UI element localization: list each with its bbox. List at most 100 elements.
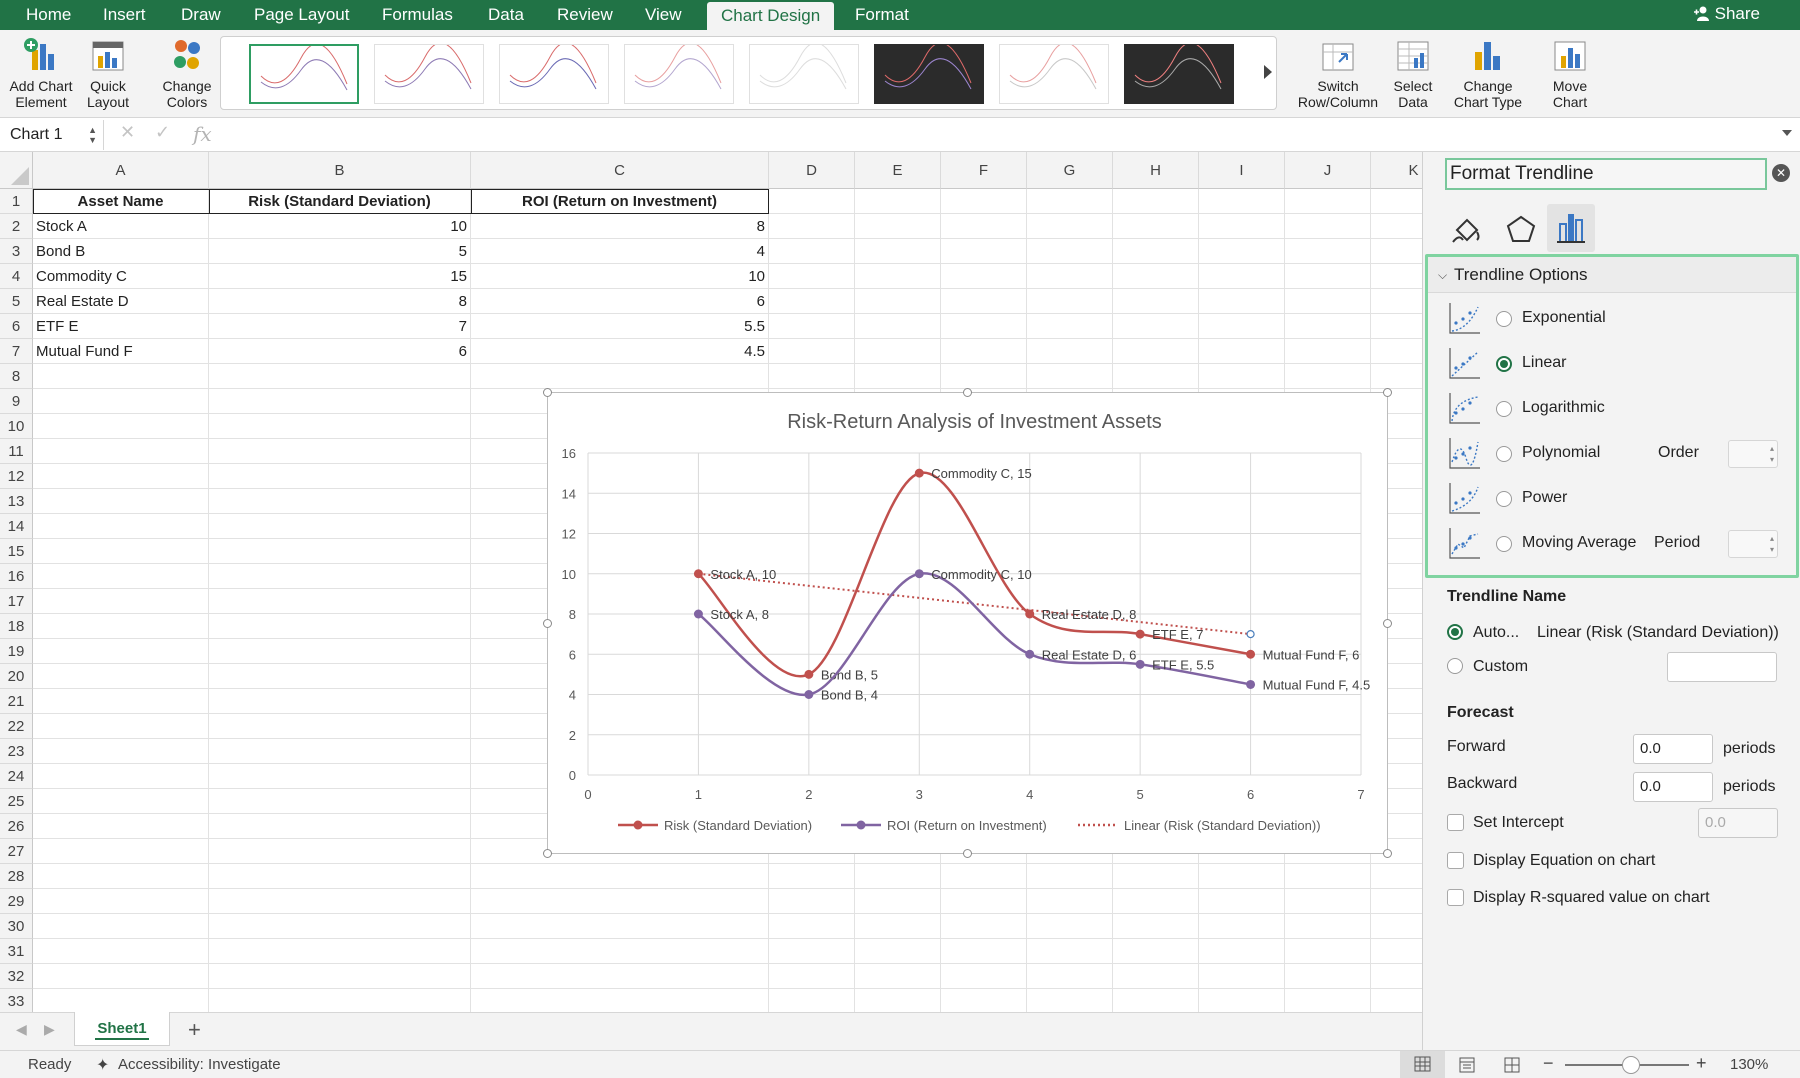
row-header[interactable]: 9 <box>0 389 33 414</box>
row-header[interactable]: 19 <box>0 639 33 664</box>
zoom-slider-thumb[interactable] <box>1622 1056 1640 1074</box>
zoom-level[interactable]: 130% <box>1730 1056 1769 1073</box>
data-label[interactable]: Mutual Fund F, 6 <box>1263 647 1360 662</box>
table-cell[interactable]: 8 <box>756 218 765 235</box>
auto-name-radio[interactable] <box>1447 624 1463 640</box>
data-point[interactable] <box>1246 649 1256 659</box>
row-header[interactable]: 14 <box>0 514 33 539</box>
row-header[interactable]: 2 <box>0 214 33 239</box>
row-header[interactable]: 8 <box>0 364 33 389</box>
data-label[interactable]: ETF E, 7 <box>1152 627 1203 642</box>
row-header[interactable]: 17 <box>0 589 33 614</box>
trendline-option[interactable]: Exponential <box>1428 299 1796 339</box>
forward-input[interactable]: 0.0 <box>1633 734 1713 764</box>
row-header[interactable]: 24 <box>0 764 33 789</box>
order-spinner[interactable] <box>1728 440 1778 468</box>
trendline[interactable] <box>698 572 1251 636</box>
resize-handle[interactable] <box>1383 849 1392 858</box>
trendline-options-tab[interactable] <box>1547 204 1595 252</box>
data-point[interactable] <box>804 690 814 699</box>
gallery-next-icon[interactable] <box>1264 65 1272 79</box>
tab-view[interactable]: View <box>645 5 682 24</box>
custom-name-radio[interactable] <box>1447 658 1463 674</box>
column-header[interactable]: B <box>209 152 471 189</box>
row-header[interactable]: 13 <box>0 489 33 514</box>
data-label[interactable]: Stock A, 10 <box>710 567 776 582</box>
tab-page-layout[interactable]: Page Layout <box>254 5 350 24</box>
row-header[interactable]: 4 <box>0 264 33 289</box>
table-cell[interactable]: 10 <box>450 218 467 235</box>
zoom-in-icon[interactable]: + <box>1696 1053 1707 1073</box>
tab-format[interactable]: Format <box>855 5 909 24</box>
table-cell[interactable]: 6 <box>756 293 765 310</box>
table-cell[interactable]: Real Estate D <box>36 293 129 310</box>
row-header[interactable]: 27 <box>0 839 33 864</box>
row-header[interactable]: 25 <box>0 789 33 814</box>
column-header[interactable]: D <box>769 152 855 189</box>
column-header[interactable]: I <box>1199 152 1285 189</box>
column-header[interactable]: G <box>1027 152 1113 189</box>
row-header[interactable]: 6 <box>0 314 33 339</box>
column-header[interactable]: K <box>1371 152 1422 189</box>
trendline-option[interactable]: Linear <box>1428 344 1796 384</box>
row-header[interactable]: 31 <box>0 939 33 964</box>
name-box-spinner-icon[interactable]: ▲ ▼ <box>88 125 97 145</box>
row-header[interactable]: 30 <box>0 914 33 939</box>
legend-entry[interactable]: Risk (Standard Deviation) <box>618 818 812 833</box>
data-label[interactable]: Real Estate D, 6 <box>1042 647 1137 662</box>
fill-line-icon[interactable] <box>1447 210 1487 248</box>
period-spinner[interactable] <box>1728 530 1778 558</box>
table-cell[interactable]: 5.5 <box>744 318 765 335</box>
legend-entry[interactable]: ROI (Return on Investment) <box>841 818 1047 833</box>
data-label[interactable]: Bond B, 5 <box>821 667 878 682</box>
row-header[interactable]: 21 <box>0 689 33 714</box>
chart-style-thumb[interactable] <box>374 42 484 104</box>
trendline-option[interactable]: Polynomial Order <box>1428 434 1796 474</box>
data-label[interactable]: Bond B, 4 <box>821 688 878 703</box>
data-label[interactable]: Real Estate D, 8 <box>1042 607 1137 622</box>
table-cell[interactable]: 5 <box>458 243 467 260</box>
data-label[interactable]: Commodity C, 10 <box>931 567 1031 582</box>
table-cell[interactable]: 7 <box>458 318 467 335</box>
data-point[interactable] <box>1135 629 1145 639</box>
table-header-cell[interactable]: Asset Name <box>77 193 164 210</box>
chart-style-thumb[interactable] <box>624 42 734 104</box>
next-sheet-icon[interactable]: ▶ <box>44 1021 55 1037</box>
chart-style-thumb[interactable] <box>874 42 984 104</box>
share-button[interactable]: Share <box>1693 0 1760 30</box>
switch-row-column-button[interactable]: Switch Row/Column <box>1296 36 1380 110</box>
chart-style-thumb[interactable] <box>1124 42 1234 104</box>
row-header[interactable]: 12 <box>0 464 33 489</box>
trendline-option[interactable]: Power <box>1428 479 1796 519</box>
page-break-view-icon[interactable] <box>1503 1057 1521 1073</box>
chart-area[interactable]: Risk-Return Analysis of Investment Asset… <box>543 388 1392 858</box>
resize-handle[interactable] <box>1383 388 1392 397</box>
trendline-option[interactable]: Moving Average Period <box>1428 524 1796 564</box>
data-label[interactable]: Commodity C, 15 <box>931 466 1031 481</box>
add-sheet-icon[interactable]: + <box>188 1017 201 1042</box>
trendline-option-radio[interactable] <box>1496 536 1512 552</box>
change-colors-button[interactable]: Change Colors <box>152 36 222 110</box>
prev-sheet-icon[interactable]: ◀ <box>16 1021 27 1037</box>
table-cell[interactable]: 4.5 <box>744 343 765 360</box>
table-cell[interactable]: Mutual Fund F <box>36 343 133 360</box>
row-header[interactable]: 7 <box>0 339 33 364</box>
effects-icon[interactable] <box>1501 210 1541 248</box>
resize-handle[interactable] <box>543 849 552 858</box>
data-point[interactable] <box>914 468 924 478</box>
table-cell[interactable]: Stock A <box>36 218 87 235</box>
move-chart-button[interactable]: Move Chart <box>1540 36 1600 110</box>
page-layout-view-icon[interactable] <box>1458 1057 1476 1073</box>
row-header[interactable]: 15 <box>0 539 33 564</box>
data-point[interactable] <box>1246 679 1256 689</box>
row-header[interactable]: 3 <box>0 239 33 264</box>
sheet-tab-sheet1[interactable]: Sheet1 <box>74 1012 170 1046</box>
data-label[interactable]: ETF E, 5.5 <box>1152 657 1214 672</box>
close-icon[interactable]: ✕ <box>1772 164 1790 182</box>
column-header[interactable]: A <box>33 152 209 189</box>
resize-handle[interactable] <box>543 619 552 628</box>
row-header[interactable]: 28 <box>0 864 33 889</box>
data-point[interactable] <box>1025 649 1035 659</box>
zoom-out-icon[interactable]: − <box>1543 1053 1554 1073</box>
change-chart-type-button[interactable]: Change Chart Type <box>1446 36 1530 110</box>
